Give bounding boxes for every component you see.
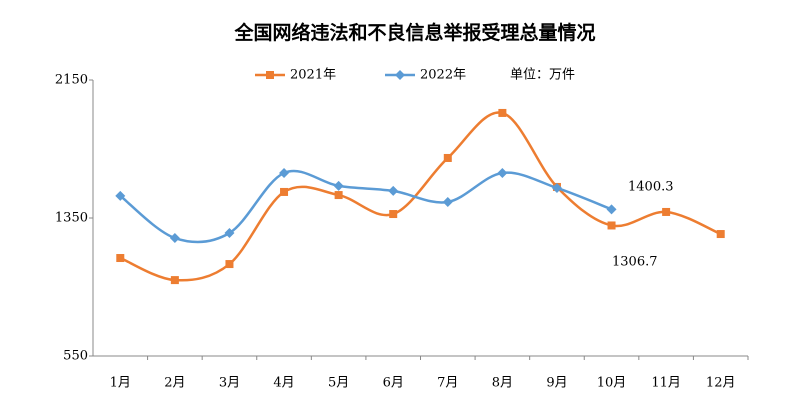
x-tick-label: 8月 [492, 376, 513, 391]
marker [116, 254, 125, 263]
x-tick-label: 4月 [273, 376, 294, 391]
marker [497, 167, 508, 178]
y-tick-label: 2150 [55, 73, 88, 88]
annotation: 1306.7 [612, 255, 658, 270]
marker [333, 180, 344, 191]
x-tick-label: 7月 [437, 376, 458, 391]
legend-label: 2022年 [420, 68, 466, 83]
marker [716, 230, 725, 239]
marker [224, 228, 235, 239]
x-tick-label: 6月 [383, 376, 404, 391]
marker [442, 196, 453, 207]
marker [395, 70, 405, 80]
annotation: 1400.3 [628, 180, 674, 195]
marker [443, 153, 452, 162]
x-tick-label: 12月 [706, 376, 736, 391]
line-series [119, 169, 612, 244]
chart-title: 全国网络违法和不良信息举报受理总量情况 [233, 21, 595, 44]
marker [607, 221, 616, 230]
marker [606, 204, 617, 215]
legend-label: 2021年 [290, 68, 336, 83]
marker [279, 167, 290, 178]
marker [662, 207, 671, 216]
marker [498, 108, 507, 117]
x-tick-label: 9月 [546, 376, 567, 391]
x-tick-label: 10月 [597, 376, 627, 391]
x-tick-label: 2月 [164, 376, 185, 391]
marker [280, 187, 289, 196]
x-tick-label: 1月 [110, 376, 131, 391]
x-tick-label: 5月 [328, 376, 349, 391]
marker [389, 210, 398, 219]
marker [266, 71, 274, 79]
marker [170, 276, 179, 285]
marker [115, 190, 126, 201]
marker [388, 185, 399, 196]
y-tick-label: 550 [63, 349, 88, 364]
x-tick-label: 3月 [219, 376, 240, 391]
marker [169, 233, 180, 244]
x-tick-label: 11月 [651, 376, 681, 391]
unit-note: 单位：万件 [510, 68, 575, 83]
y-tick-label: 1350 [55, 211, 88, 226]
marker [334, 191, 343, 200]
marker [225, 260, 234, 269]
marker [551, 182, 562, 193]
